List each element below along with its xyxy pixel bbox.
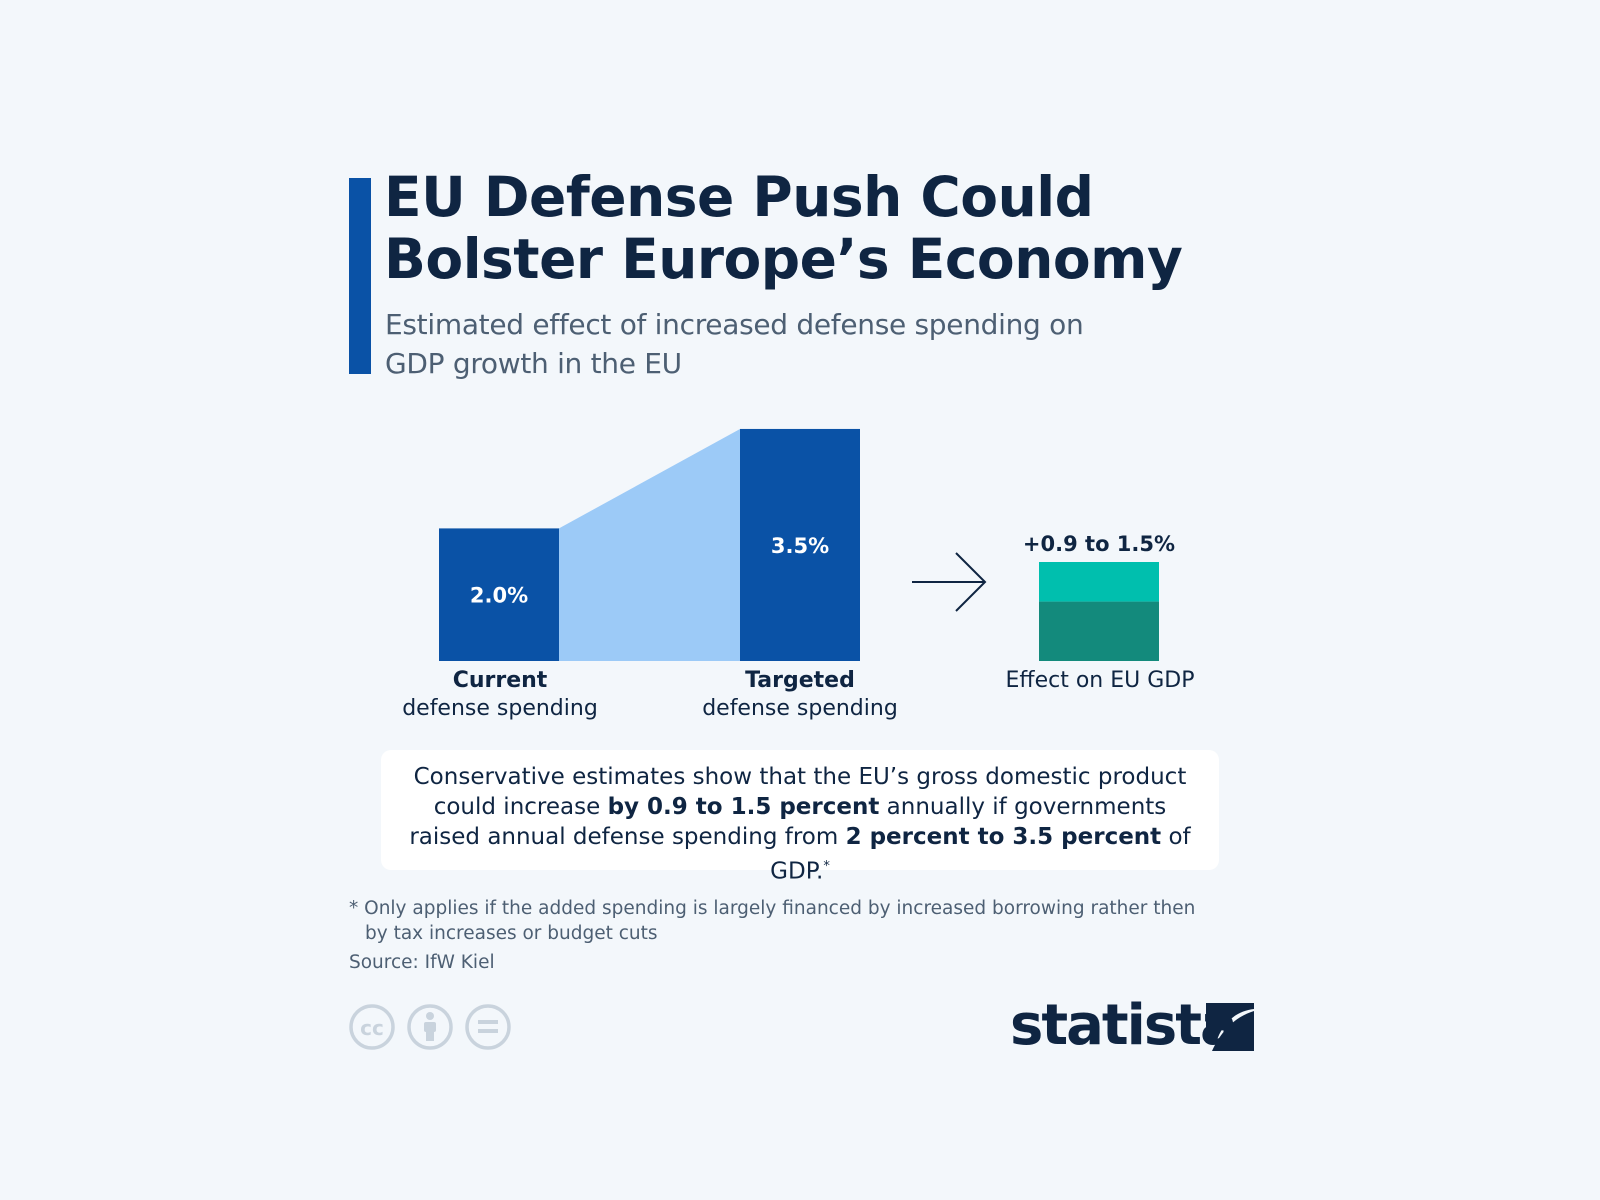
callout-bold-1: by 0.9 to 1.5 percent (607, 794, 880, 820)
caption-current-strong: Current (452, 668, 548, 693)
callout-box: Conservative estimates show that the EU’… (381, 750, 1219, 885)
caption-targeted-strong: Targeted (745, 668, 855, 693)
chart-subtitle: Estimated effect of increased defense sp… (385, 308, 1084, 380)
statista-logo-mark-icon (1206, 1003, 1254, 1051)
license-icons: cc (349, 1004, 511, 1050)
bar-targeted (740, 428, 860, 661)
footnote: * Only applies if the added spending is … (349, 896, 1209, 946)
callout-footnote-mark: * (823, 859, 830, 874)
effect-value-label: +0.9 to 1.5% (1023, 532, 1175, 556)
arrow-head-icon (955, 552, 987, 612)
caption-targeted: Targeted defense spending (670, 667, 930, 723)
chart-title: EU Defense Push Could Bolster Europe’s E… (384, 165, 1183, 291)
callout-text-2: annually if governments raised annual de… (409, 794, 1167, 850)
statista-logo[interactable]: statista (1010, 993, 1254, 1058)
caption-current-rest: defense spending (402, 696, 598, 721)
bar-label-targeted: 3.5% (771, 534, 829, 558)
connector-band (559, 428, 740, 661)
statista-logo-text: statista (1010, 993, 1238, 1058)
callout-bold-2: 2 percent to 3.5 percent (845, 824, 1162, 850)
caption-effect: Effect on EU GDP (970, 667, 1230, 695)
bar-label-current: 2.0% (470, 584, 528, 608)
effect-range-upper (1039, 562, 1159, 602)
caption-effect-label: Effect on EU GDP (1005, 668, 1195, 693)
source-note: Source: IfW Kiel (349, 952, 495, 973)
footnote-line-2: by tax increases or budget cuts (365, 923, 658, 944)
no-derivatives-icon[interactable] (465, 1004, 511, 1050)
callout-text-1: Conservative estimates show that the EU’… (413, 764, 1187, 820)
bar-current (439, 528, 559, 661)
footnote-line-1: * Only applies if the added spending is … (349, 898, 1196, 919)
caption-targeted-rest: defense spending (702, 696, 898, 721)
title-accent-bar (349, 178, 371, 374)
attribution-icon[interactable] (407, 1004, 453, 1050)
effect-range-lower (1039, 601, 1159, 661)
caption-current: Current defense spending (370, 667, 630, 723)
chart: 2.0% 3.5% +0.9 to 1.5% (439, 428, 1175, 661)
svg-text:cc: cc (360, 1016, 384, 1040)
callout-text-3: of GDP. (770, 824, 1191, 885)
creative-commons-icon[interactable]: cc (349, 1004, 395, 1050)
